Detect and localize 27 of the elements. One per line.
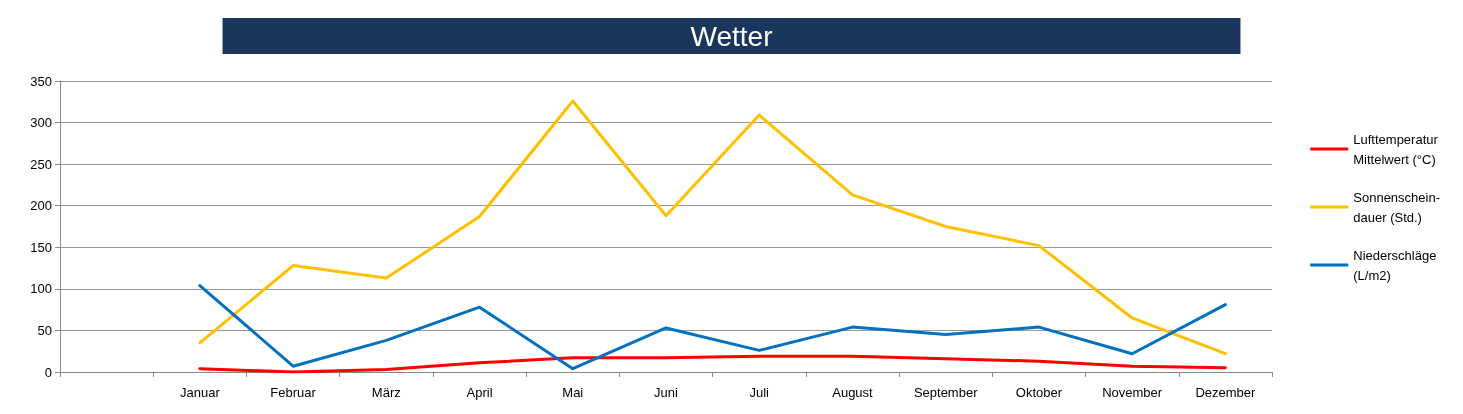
y-tick-label: 200 bbox=[30, 198, 52, 214]
y-tick-label: 50 bbox=[37, 322, 52, 338]
x-tick-label: Oktober bbox=[1015, 385, 1063, 400]
legend-label: Niederschläge (L/m2) bbox=[1353, 247, 1437, 283]
line-series bbox=[198, 284, 1227, 371]
y-tick-label: 100 bbox=[30, 281, 52, 297]
y-tick-label: 300 bbox=[30, 115, 52, 131]
y-tick-label: 250 bbox=[30, 156, 52, 172]
x-tick-label: August bbox=[832, 385, 874, 400]
x-tick-label: Februar bbox=[270, 385, 317, 400]
legend-label: Sonnenschein- dauer (Std.) bbox=[1353, 189, 1441, 225]
x-tick-label: April bbox=[466, 385, 493, 400]
y-tick-label: 150 bbox=[30, 239, 52, 255]
x-tick-label: Juni bbox=[654, 385, 679, 400]
line-series bbox=[198, 99, 1227, 356]
x-tick-label: November bbox=[1102, 385, 1163, 400]
legend-label: Lufttemperatur Mittelwert (°C) bbox=[1353, 131, 1439, 167]
y-tick-label: 0 bbox=[44, 364, 52, 380]
line-series bbox=[198, 354, 1227, 374]
x-tick-label: Dezember bbox=[1195, 385, 1257, 400]
x-tick-label: Mai bbox=[562, 385, 584, 400]
chart-title: Wetter bbox=[690, 20, 773, 52]
x-tick-label: März bbox=[371, 385, 401, 400]
x-tick-label: Juli bbox=[749, 385, 770, 400]
x-tick-label: September bbox=[913, 385, 979, 400]
y-tick-label: 350 bbox=[30, 73, 52, 89]
x-tick-label: Januar bbox=[179, 385, 221, 400]
